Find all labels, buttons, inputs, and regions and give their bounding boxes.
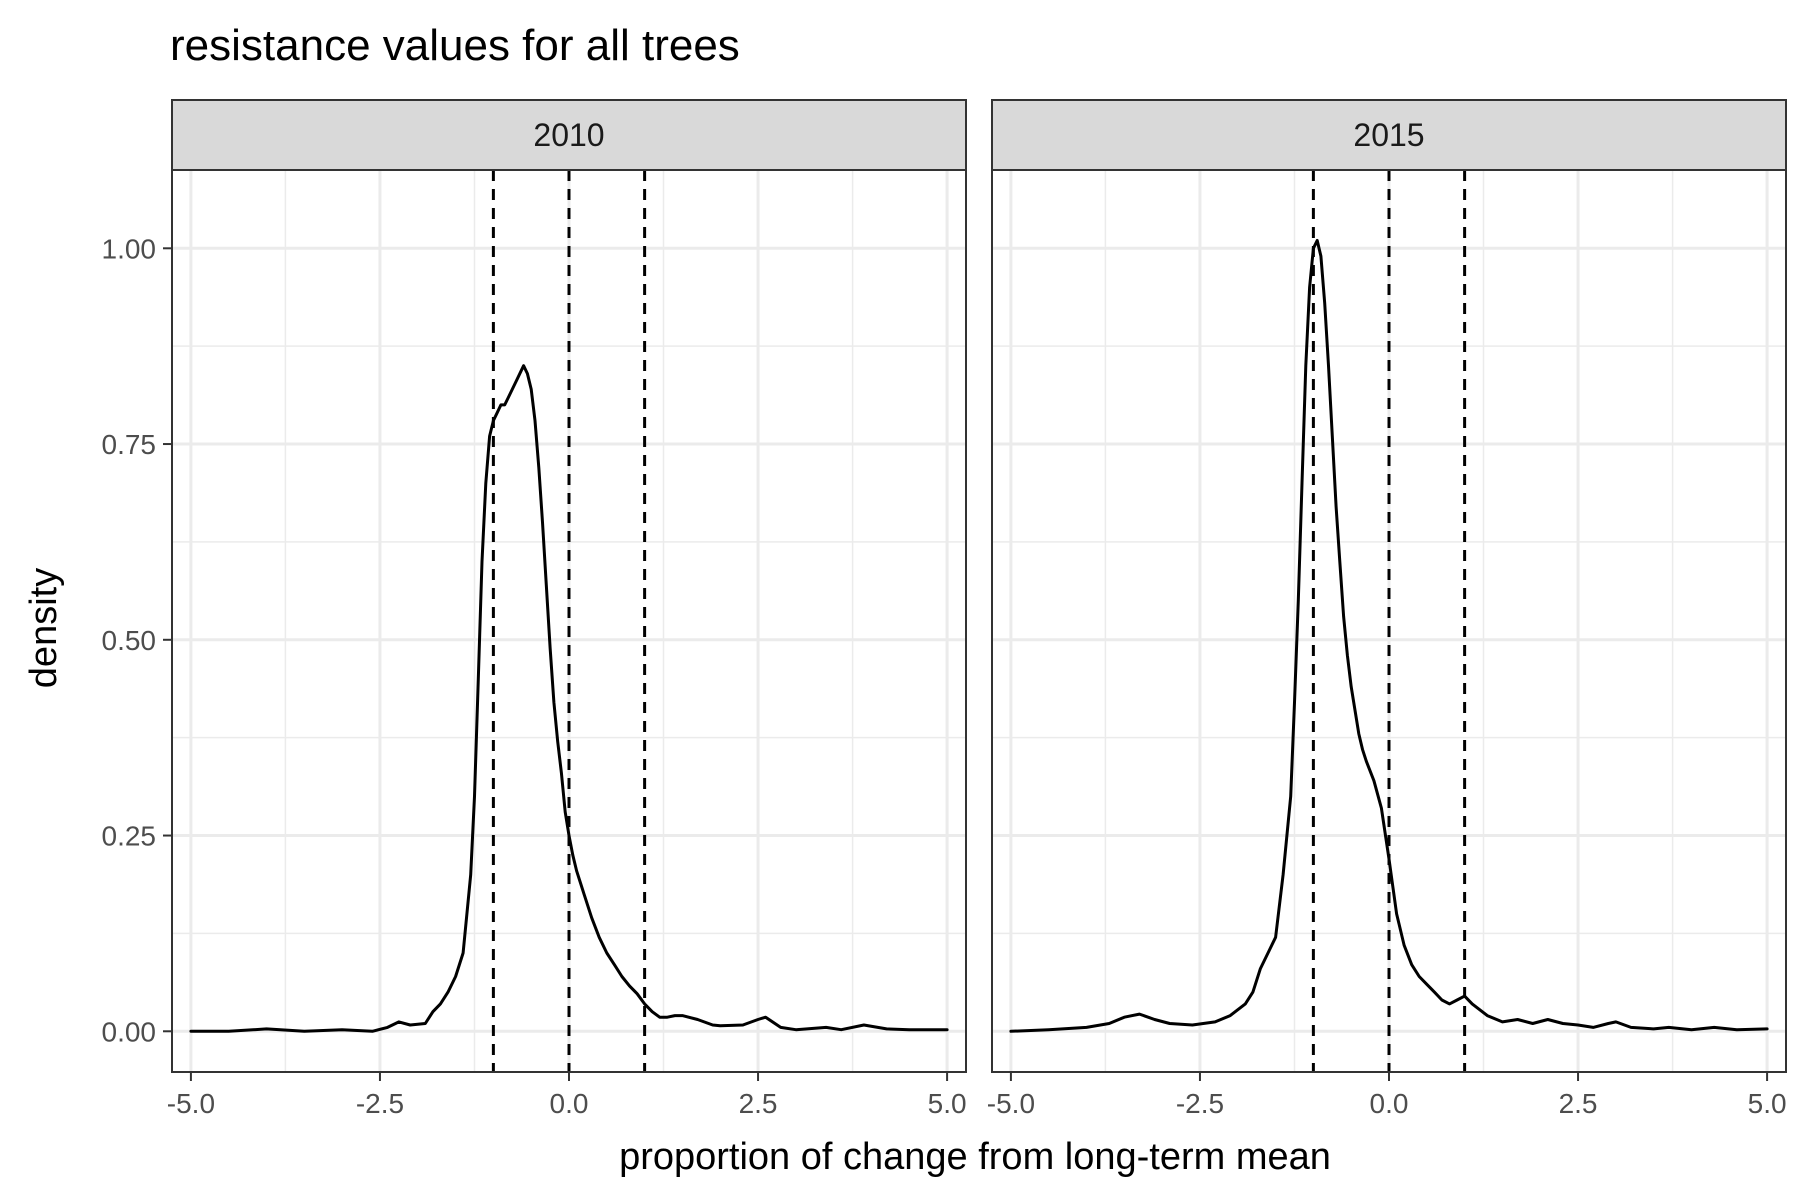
panels-layer: 2010 -5.0 -2.5 0.0 2.5 5.0 2015 -5.0 -2.5 0.0 2.5 5…	[167, 99, 1787, 1119]
x-tick-label: -2.5	[1176, 1088, 1224, 1119]
y-tick-label: 0.50	[102, 625, 157, 656]
facet-strip	[991, 99, 1787, 171]
x-tick-label: 5.0	[928, 1088, 967, 1119]
x-tick-label: 2.5	[739, 1088, 778, 1119]
facet-label: 2010	[533, 117, 604, 153]
y-tick-label: 0.25	[102, 821, 157, 852]
density-line	[189, 364, 949, 1033]
y-axis: 0.00 0.25 0.50 0.75 1.00	[102, 233, 172, 1047]
panel-2015: 2015 -5.0 -2.5 0.0 2.5 5.0	[987, 99, 1787, 1119]
y-tick-label: 1.00	[102, 233, 157, 264]
x-tick-label: -5.0	[987, 1088, 1035, 1119]
x-axis-title: proportion of change from long-term mean	[619, 1136, 1331, 1178]
x-tick-label: -2.5	[356, 1088, 404, 1119]
chart-title: resistance values for all trees	[170, 21, 740, 70]
x-tick-label: 0.0	[550, 1088, 589, 1119]
panel-2010: 2010 -5.0 -2.5 0.0 2.5 5.0	[167, 99, 967, 1119]
x-tick-label: 5.0	[1748, 1088, 1787, 1119]
density-line	[1009, 239, 1769, 1033]
y-tick-label: 0.75	[102, 429, 157, 460]
x-axis: -5.0 -2.5 0.0 2.5 5.0	[987, 1072, 1787, 1119]
y-tick-label: 0.00	[102, 1016, 157, 1047]
x-tick-label: 0.0	[1370, 1088, 1409, 1119]
y-axis-title: density	[23, 568, 65, 688]
x-tick-label: 2.5	[1559, 1088, 1598, 1119]
facet-strip	[171, 99, 967, 171]
x-axis: -5.0 -2.5 0.0 2.5 5.0	[167, 1072, 967, 1119]
x-tick-label: -5.0	[167, 1088, 215, 1119]
facet-label: 2015	[1353, 117, 1424, 153]
